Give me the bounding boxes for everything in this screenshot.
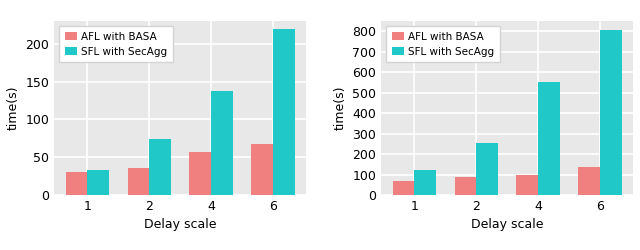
Bar: [516, 174, 538, 195]
Bar: [600, 30, 621, 195]
Bar: [87, 170, 109, 195]
Bar: [211, 92, 233, 195]
Bar: [127, 168, 149, 195]
Y-axis label: time(s): time(s): [7, 86, 20, 130]
Bar: [414, 170, 436, 195]
Legend: AFL with BASA, SFL with SecAgg: AFL with BASA, SFL with SecAgg: [387, 26, 500, 62]
X-axis label: Delay scale: Delay scale: [471, 218, 543, 232]
Bar: [393, 181, 414, 195]
Bar: [189, 152, 211, 195]
Legend: AFL with BASA, SFL with SecAgg: AFL with BASA, SFL with SecAgg: [60, 26, 173, 62]
Bar: [579, 168, 600, 195]
Bar: [66, 172, 87, 195]
X-axis label: Delay scale: Delay scale: [144, 218, 216, 232]
Bar: [149, 139, 171, 195]
Y-axis label: time(s): time(s): [334, 86, 347, 130]
Bar: [454, 176, 476, 195]
Bar: [273, 29, 294, 195]
Bar: [538, 82, 560, 195]
Bar: [252, 144, 273, 195]
Bar: [476, 143, 498, 195]
